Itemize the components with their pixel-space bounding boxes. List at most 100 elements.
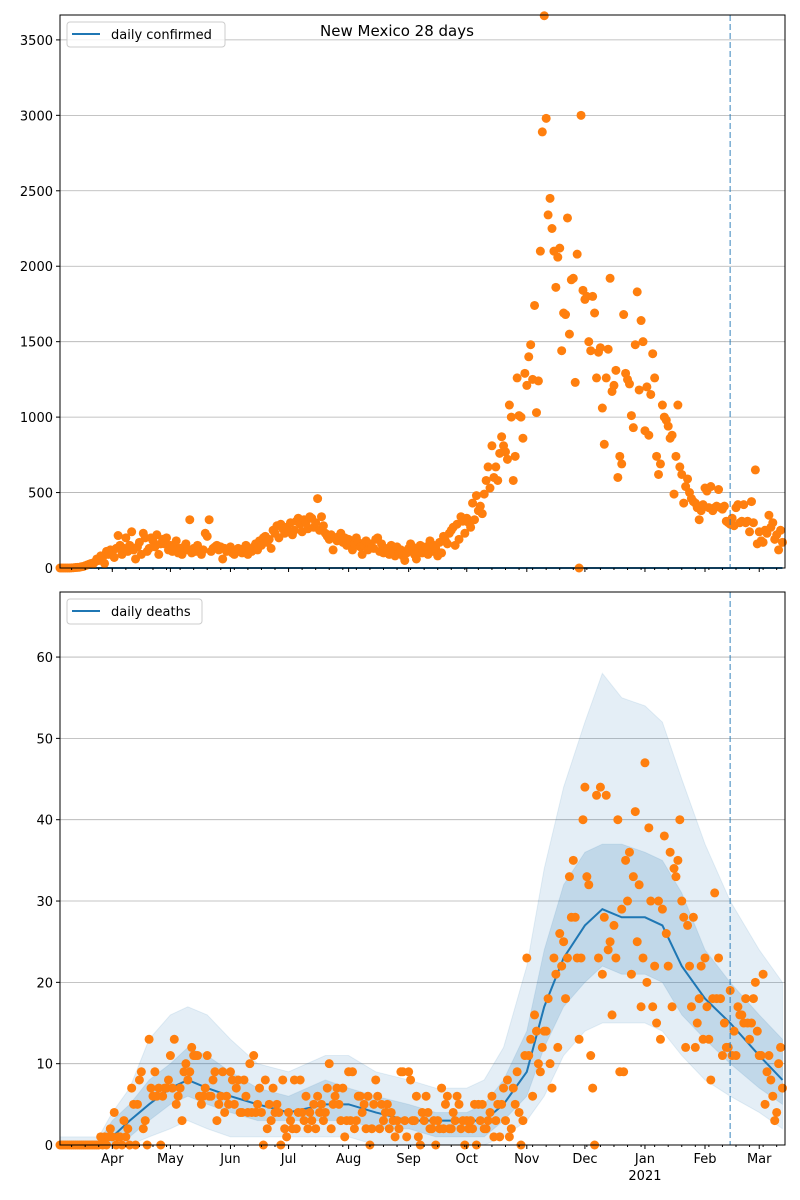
- y-tick-label: 2000: [20, 260, 53, 275]
- data-point: [537, 127, 547, 137]
- data-point: [630, 807, 640, 817]
- data-point: [706, 482, 716, 492]
- data-point: [173, 1091, 183, 1101]
- data-point: [547, 1083, 557, 1093]
- data-point: [171, 1099, 181, 1109]
- data-point: [663, 961, 673, 971]
- data-point: [506, 1124, 516, 1134]
- data-point: [673, 400, 683, 410]
- data-point: [768, 518, 778, 528]
- data-point: [504, 400, 514, 410]
- data-point: [442, 539, 452, 549]
- y-tick-label: 0: [45, 562, 53, 577]
- data-point: [268, 1083, 278, 1093]
- data-point: [574, 1034, 584, 1044]
- data-point: [541, 113, 551, 123]
- data-point: [590, 308, 600, 318]
- data-point: [514, 1107, 524, 1117]
- legend-confirmed: daily confirmed: [66, 21, 226, 48]
- data-point: [313, 1091, 323, 1101]
- data-point: [262, 1124, 272, 1134]
- data-point: [677, 896, 687, 906]
- data-point: [685, 961, 695, 971]
- data-point: [650, 373, 660, 383]
- data-point: [442, 1091, 452, 1101]
- data-point: [406, 1075, 416, 1085]
- data-point: [561, 994, 571, 1004]
- data-point: [570, 377, 580, 387]
- data-point: [652, 451, 662, 461]
- data-point: [347, 1067, 357, 1077]
- data-point: [264, 1099, 274, 1109]
- data-point: [200, 1083, 210, 1093]
- data-point: [619, 310, 629, 320]
- data-point: [586, 1051, 596, 1061]
- data-point: [524, 352, 534, 362]
- data-point: [628, 423, 638, 433]
- data-point: [134, 1075, 144, 1085]
- data-point: [714, 953, 724, 963]
- data-point: [295, 1075, 305, 1085]
- data-point: [562, 213, 572, 223]
- data-point: [340, 1132, 350, 1142]
- data-point: [555, 243, 565, 253]
- data-point: [493, 475, 503, 485]
- data-point: [683, 474, 693, 484]
- data-point: [762, 1067, 772, 1077]
- data-point: [373, 1091, 383, 1101]
- data-point: [650, 961, 660, 971]
- data-point: [657, 904, 667, 914]
- data-point: [483, 462, 493, 472]
- data-point: [669, 489, 679, 499]
- y-tick-label: 40: [36, 814, 53, 829]
- data-point: [491, 462, 501, 472]
- data-point: [506, 412, 516, 422]
- data-point: [326, 1124, 336, 1134]
- data-point: [533, 376, 543, 386]
- data-point: [553, 1042, 563, 1052]
- y-tick-label: 60: [36, 651, 53, 666]
- data-point: [359, 1099, 369, 1109]
- data-point: [136, 1067, 146, 1077]
- data-point: [611, 953, 621, 963]
- data-point: [692, 1018, 702, 1028]
- data-point: [603, 945, 613, 955]
- data-point: [485, 1107, 495, 1117]
- data-point: [547, 224, 557, 234]
- data-point: [748, 518, 758, 528]
- data-point: [559, 937, 569, 947]
- data-point: [640, 758, 650, 768]
- data-point: [378, 1116, 388, 1126]
- data-point: [745, 1034, 755, 1044]
- data-point: [220, 1107, 230, 1117]
- data-point: [303, 1124, 313, 1134]
- chart-title: New Mexico 28 days: [320, 22, 474, 40]
- x-tick-label: Mar: [747, 1152, 772, 1167]
- x-tick-label: Sep: [396, 1152, 421, 1167]
- data-point: [409, 1116, 419, 1126]
- data-point: [466, 522, 476, 532]
- data-point: [673, 855, 683, 865]
- data-point: [774, 545, 784, 555]
- data-point: [568, 273, 578, 283]
- data-point: [109, 1107, 119, 1117]
- data-point: [609, 380, 619, 390]
- data-point: [624, 847, 634, 857]
- data-point: [531, 1026, 541, 1036]
- data-point: [291, 1124, 301, 1134]
- data-point: [491, 1116, 501, 1126]
- data-point: [322, 1083, 332, 1093]
- data-point: [758, 969, 768, 979]
- data-point: [123, 1124, 133, 1134]
- data-point: [266, 543, 276, 553]
- data-point: [746, 1018, 756, 1028]
- x-tick-sublabel: 2021: [628, 1169, 661, 1184]
- data-point: [745, 527, 755, 537]
- data-point: [607, 1010, 617, 1020]
- data-point: [774, 1059, 784, 1069]
- data-point: [241, 1091, 251, 1101]
- data-point: [313, 494, 323, 504]
- data-point: [543, 994, 553, 1004]
- data-point: [584, 880, 594, 890]
